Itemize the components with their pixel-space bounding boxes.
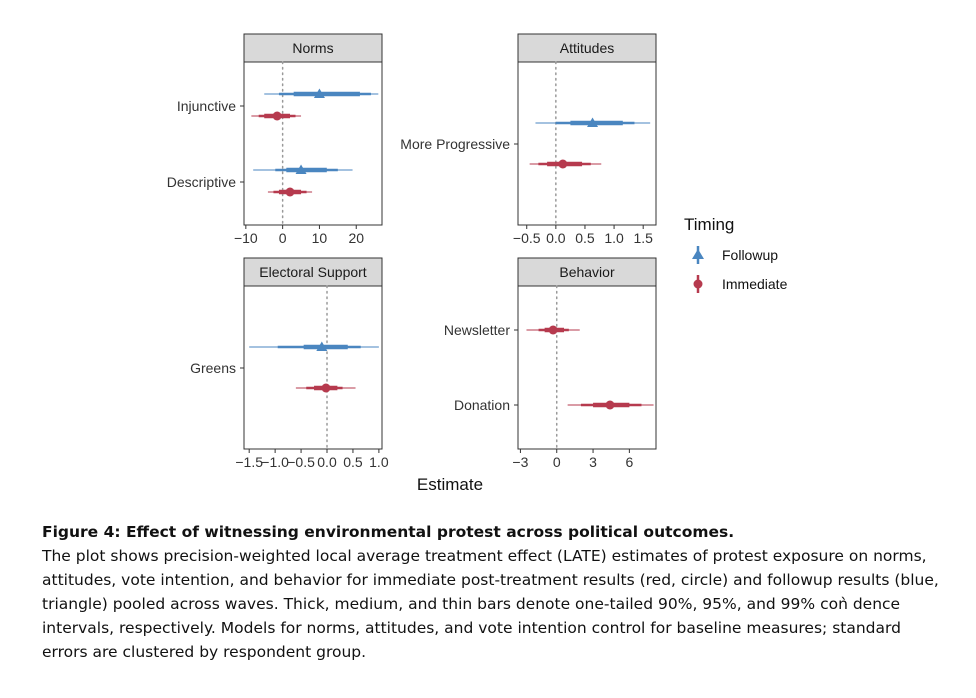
x-tick-label: 0 [279,230,287,246]
x-axis-title: Estimate [417,475,483,494]
point-estimate-triangle [316,341,328,351]
x-tick-label: 1.0 [369,454,389,470]
panel-strip [517,257,657,287]
panel-attitudes: Attitudes −0.5 0.0 0.5 1.0 1.5 More Progressiv… [400,33,657,246]
legend-label-immediate: Immediate [722,276,788,292]
point-estimate-triangle [295,164,307,174]
caption-title: Figure 4: Effect of witnessing environme… [42,523,735,541]
point-estimate-circle [272,111,282,121]
legend-circle-icon [693,279,703,289]
x-tick-label: −0.5 [513,230,541,246]
x-tick-label: 0.0 [317,454,337,470]
x-tick-label: −0.5 [287,454,315,470]
y-tick-label: Greens [190,360,236,376]
x-tick-label: 1.5 [633,230,653,246]
legend-title: Timing [684,215,734,234]
panel-title: Attitudes [560,40,614,56]
panel-electoral-support: Electoral Support −1.5−1.0−0.5 0.0 0.5 1.0 Gr… [190,257,389,470]
point-estimate-triangle [313,88,325,98]
point-estimate-circle [605,400,615,410]
y-tick-label: Donation [454,397,510,413]
panel-plot-area [243,61,383,226]
panel-norms: Norms −10 0 10 20 Injunctive Descriptive [167,33,383,246]
x-tick-label: −10 [234,230,258,246]
x-tick-label: 3 [589,454,597,470]
point-estimate-circle [285,187,295,197]
x-tick-label: 20 [348,230,364,246]
legend-label-followup: Followup [722,247,778,263]
x-tick-label: −1.5 [235,454,263,470]
point-estimate-circle [548,325,558,335]
x-tick-label: 0 [553,454,561,470]
panel-title: Electoral Support [259,264,367,280]
point-estimate-circle [321,383,331,393]
y-tick-label: Descriptive [167,174,236,190]
x-tick-label: 10 [312,230,328,246]
x-tick-label: −1.0 [261,454,289,470]
x-tick-label: −3 [512,454,528,470]
x-tick-label: 0.5 [575,230,595,246]
y-tick-label: Newsletter [444,322,510,338]
panel-title: Norms [292,40,333,56]
y-tick-label: More Progressive [400,136,510,152]
x-tick-label: 1.0 [604,230,624,246]
figure-caption: Figure 4: Effect of witnessing environme… [42,520,942,664]
panel-plot-area [517,285,657,450]
panel-plot-area [517,61,657,226]
legend-triangle-icon [692,249,704,259]
y-tick-label: Injunctive [177,98,236,114]
x-tick-label: 0.0 [546,230,566,246]
panel-title: Behavior [559,264,615,280]
panel-strip [243,33,383,63]
point-estimate-circle [558,159,568,169]
legend: Timing Followup Immediate [684,215,788,293]
x-tick-label: 0.5 [343,454,363,470]
x-tick-label: 6 [625,454,633,470]
panel-plot-area [243,285,383,450]
caption-body: The plot shows precision-weighted local … [42,547,939,661]
figure-canvas: Norms −10 0 10 20 Injunctive Descriptive Attitu… [167,33,788,494]
panel-strip [243,257,383,287]
point-estimate-triangle [587,117,599,127]
panel-behavior: Behavior −3 0 3 6 Newsletter Donation [444,257,657,470]
